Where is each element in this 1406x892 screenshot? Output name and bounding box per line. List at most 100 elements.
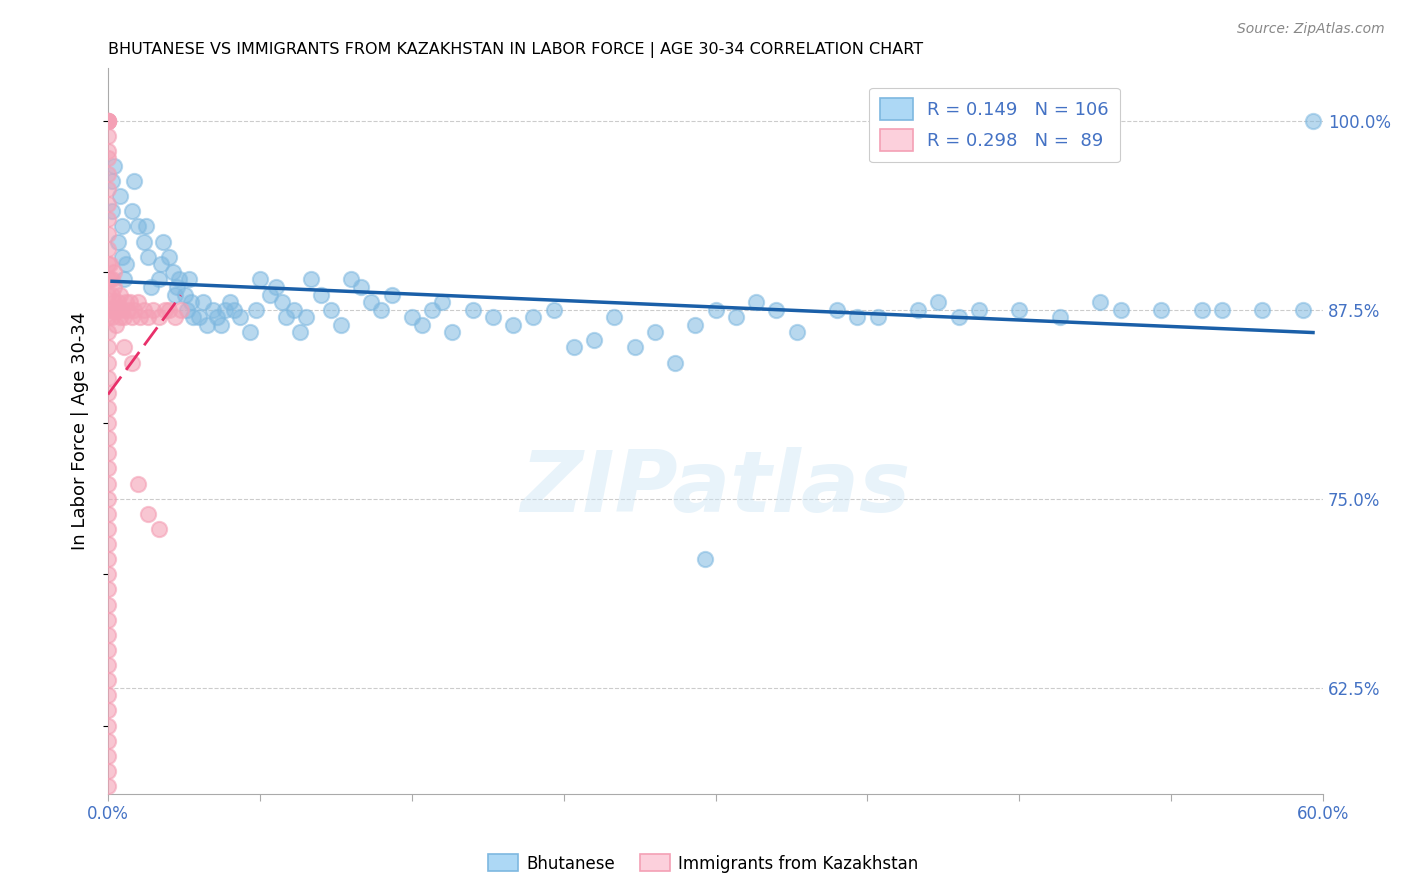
Point xyxy=(97,181,120,195)
Point xyxy=(97,673,120,688)
Y-axis label: In Labor Force | Age 30-34: In Labor Force | Age 30-34 xyxy=(72,311,89,549)
Point xyxy=(101,204,124,219)
Point xyxy=(162,265,184,279)
Point xyxy=(157,250,180,264)
Point xyxy=(108,287,131,301)
Point xyxy=(177,272,200,286)
Point xyxy=(195,318,218,332)
Point xyxy=(644,326,666,340)
Point xyxy=(188,310,211,325)
Point xyxy=(97,537,120,551)
Point xyxy=(138,507,160,521)
Point xyxy=(97,355,120,369)
Point xyxy=(319,302,342,317)
Point xyxy=(107,295,129,310)
Point xyxy=(129,310,152,325)
Point xyxy=(1302,113,1324,128)
Point xyxy=(907,302,929,317)
Point xyxy=(112,272,135,286)
Point xyxy=(167,272,190,286)
Point xyxy=(97,748,120,763)
Point xyxy=(97,152,120,166)
Point xyxy=(481,310,503,325)
Point xyxy=(441,326,464,340)
Point xyxy=(927,295,949,310)
Point xyxy=(124,174,146,188)
Point xyxy=(148,522,170,536)
Point xyxy=(1090,295,1112,310)
Point xyxy=(120,295,142,310)
Point xyxy=(138,310,160,325)
Point xyxy=(97,764,120,778)
Point xyxy=(135,219,157,234)
Point xyxy=(97,628,120,642)
Point xyxy=(97,113,120,128)
Point xyxy=(112,310,135,325)
Point xyxy=(103,280,125,294)
Text: Source: ZipAtlas.com: Source: ZipAtlas.com xyxy=(1237,22,1385,37)
Text: ZIPatlas: ZIPatlas xyxy=(520,447,911,530)
Point xyxy=(299,272,322,286)
Point xyxy=(103,295,125,310)
Point xyxy=(228,310,250,325)
Point xyxy=(846,310,869,325)
Point xyxy=(360,295,382,310)
Point xyxy=(97,689,120,703)
Point xyxy=(141,302,163,317)
Point xyxy=(664,355,686,369)
Point xyxy=(148,272,170,286)
Point xyxy=(1049,310,1071,325)
Point xyxy=(461,302,484,317)
Point xyxy=(97,302,120,317)
Point xyxy=(97,491,120,506)
Point xyxy=(218,295,240,310)
Point xyxy=(174,287,197,301)
Point xyxy=(148,310,170,325)
Point xyxy=(1109,302,1132,317)
Point xyxy=(101,287,124,301)
Point xyxy=(176,302,198,317)
Point xyxy=(97,507,120,521)
Point xyxy=(239,326,262,340)
Point xyxy=(97,416,120,430)
Point xyxy=(562,341,585,355)
Point xyxy=(107,235,129,249)
Point xyxy=(111,302,134,317)
Point xyxy=(97,522,120,536)
Point xyxy=(138,250,160,264)
Point xyxy=(97,385,120,400)
Point xyxy=(97,144,120,158)
Point xyxy=(127,295,149,310)
Point xyxy=(97,113,120,128)
Point xyxy=(105,302,128,317)
Point xyxy=(124,302,146,317)
Text: BHUTANESE VS IMMIGRANTS FROM KAZAKHSTAN IN LABOR FORCE | AGE 30-34 CORRELATION C: BHUTANESE VS IMMIGRANTS FROM KAZAKHSTAN … xyxy=(108,42,924,58)
Point xyxy=(543,302,565,317)
Point xyxy=(401,310,423,325)
Point xyxy=(97,401,120,415)
Point xyxy=(309,287,332,301)
Point xyxy=(97,567,120,582)
Point xyxy=(163,287,186,301)
Point xyxy=(222,302,245,317)
Point xyxy=(108,189,131,203)
Point xyxy=(97,476,120,491)
Point xyxy=(166,280,188,294)
Legend: Bhutanese, Immigrants from Kazakhstan: Bhutanese, Immigrants from Kazakhstan xyxy=(481,847,925,880)
Point xyxy=(97,227,120,241)
Point xyxy=(103,265,125,279)
Point xyxy=(724,310,747,325)
Point xyxy=(380,287,402,301)
Point xyxy=(502,318,524,332)
Point xyxy=(101,310,124,325)
Point xyxy=(97,326,120,340)
Point xyxy=(765,302,787,317)
Point xyxy=(1211,302,1233,317)
Point xyxy=(97,370,120,384)
Point xyxy=(786,326,808,340)
Point xyxy=(121,355,143,369)
Point xyxy=(115,257,138,271)
Point xyxy=(134,235,156,249)
Point xyxy=(134,302,156,317)
Point xyxy=(139,280,162,294)
